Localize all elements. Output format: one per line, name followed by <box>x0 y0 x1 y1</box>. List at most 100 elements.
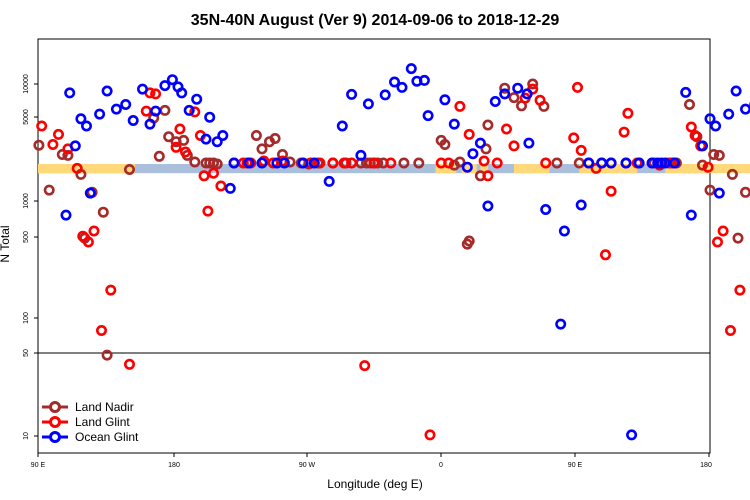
point-ocean-glint <box>159 80 171 92</box>
point-land-nadir <box>704 184 716 196</box>
x-tick-label-3: 90 W <box>299 462 316 469</box>
point-land-glint <box>508 140 520 152</box>
x-tick-label-4: 0 <box>439 462 443 469</box>
y-tick-label-100: 100 <box>23 312 30 324</box>
point-land-nadir <box>250 130 262 142</box>
point-ocean-glint <box>144 118 156 130</box>
point-ocean-glint <box>467 148 479 160</box>
point-land-nadir <box>439 139 451 151</box>
land-band-segment <box>461 164 477 174</box>
point-land-nadir <box>740 186 750 198</box>
point-land-nadir <box>499 82 511 94</box>
y-tick-label-500: 500 <box>23 231 30 243</box>
point-land-glint <box>685 121 697 133</box>
point-ocean-glint <box>336 120 348 132</box>
point-land-glint <box>170 141 182 153</box>
point-land-glint <box>82 236 94 248</box>
point-ocean-glint <box>461 161 473 173</box>
point-land-nadir <box>211 158 223 170</box>
point-land-glint <box>618 126 630 138</box>
point-ocean-glint <box>243 157 255 169</box>
point-land-nadir <box>97 206 109 218</box>
point-land-glint <box>734 284 746 296</box>
point-land-glint <box>276 155 288 167</box>
point-land-glint <box>71 162 83 174</box>
land-band-segment <box>480 164 488 174</box>
point-ocean-glint <box>101 85 113 97</box>
point-ocean-glint <box>278 157 290 169</box>
data-points <box>33 63 750 441</box>
point-land-glint <box>124 358 136 370</box>
point-land-nadir <box>527 78 539 90</box>
point-ocean-glint <box>388 76 400 88</box>
point-land-nadir <box>708 149 720 161</box>
point-ocean-glint <box>583 157 595 169</box>
point-land-nadir <box>482 119 494 131</box>
point-ocean-glint <box>575 199 587 211</box>
point-ocean-glint <box>740 103 750 115</box>
point-ocean-glint <box>200 133 212 145</box>
point-ocean-glint <box>655 157 667 169</box>
point-land-glint <box>568 132 580 144</box>
legend-label-land-glint: Land Glint <box>75 415 130 429</box>
point-ocean-glint <box>439 94 451 106</box>
point-land-nadir <box>43 184 55 196</box>
land-band-segment <box>514 164 550 174</box>
point-land-glint <box>208 167 220 179</box>
point-land-nadir <box>189 156 201 168</box>
point-land-glint <box>359 360 371 372</box>
point-land-glint <box>180 146 192 158</box>
point-land-glint <box>571 81 583 93</box>
point-land-glint <box>52 128 64 140</box>
point-land-glint <box>605 185 617 197</box>
point-land-nadir <box>726 168 738 180</box>
point-land-glint <box>575 144 587 156</box>
point-land-glint <box>189 106 201 118</box>
point-ocean-glint <box>228 157 240 169</box>
point-land-glint <box>215 180 227 192</box>
point-land-glint <box>622 107 634 119</box>
land-band-segment <box>665 164 750 174</box>
point-land-nadir <box>163 131 175 143</box>
point-ocean-glint <box>521 88 533 100</box>
point-ocean-glint <box>448 118 460 130</box>
point-ocean-glint <box>474 137 486 149</box>
point-land-glint <box>689 130 701 142</box>
y-tick-label-50: 50 <box>23 349 30 357</box>
point-ocean-glint <box>84 187 96 199</box>
point-ocean-glint <box>183 104 195 116</box>
point-ocean-glint <box>75 113 87 125</box>
point-ocean-glint <box>713 187 725 199</box>
point-ocean-glint <box>120 99 132 111</box>
point-land-glint <box>385 157 397 169</box>
point-ocean-glint <box>256 157 268 169</box>
point-ocean-glint <box>137 83 149 95</box>
point-ocean-glint <box>150 105 162 117</box>
point-ocean-glint <box>110 103 122 115</box>
point-ocean-glint <box>620 157 632 169</box>
point-land-glint <box>96 324 108 336</box>
point-ocean-glint <box>626 429 638 441</box>
point-ocean-glint <box>422 110 434 122</box>
point-land-nadir <box>372 157 384 169</box>
point-land-glint <box>724 324 736 336</box>
point-ocean-glint <box>418 74 430 86</box>
point-ocean-glint <box>499 88 511 100</box>
point-land-glint <box>540 157 552 169</box>
point-ocean-glint <box>94 108 106 120</box>
point-land-glint <box>702 161 714 173</box>
point-ocean-glint <box>730 85 742 97</box>
point-land-glint <box>368 157 380 169</box>
ocean-band <box>38 164 710 174</box>
point-land-nadir <box>551 157 563 169</box>
point-ocean-glint <box>540 204 552 216</box>
point-land-nadir <box>463 235 475 247</box>
point-land-nadir <box>56 149 68 161</box>
point-ocean-glint <box>176 87 188 99</box>
point-land-nadir <box>256 143 268 155</box>
point-ocean-glint <box>704 113 716 125</box>
chart-title: 35N-40N August (Ver 9) 2014-09-06 to 201… <box>191 12 560 29</box>
plot-area <box>37 38 711 454</box>
y-tick-label-1000: 1000 <box>23 193 30 209</box>
